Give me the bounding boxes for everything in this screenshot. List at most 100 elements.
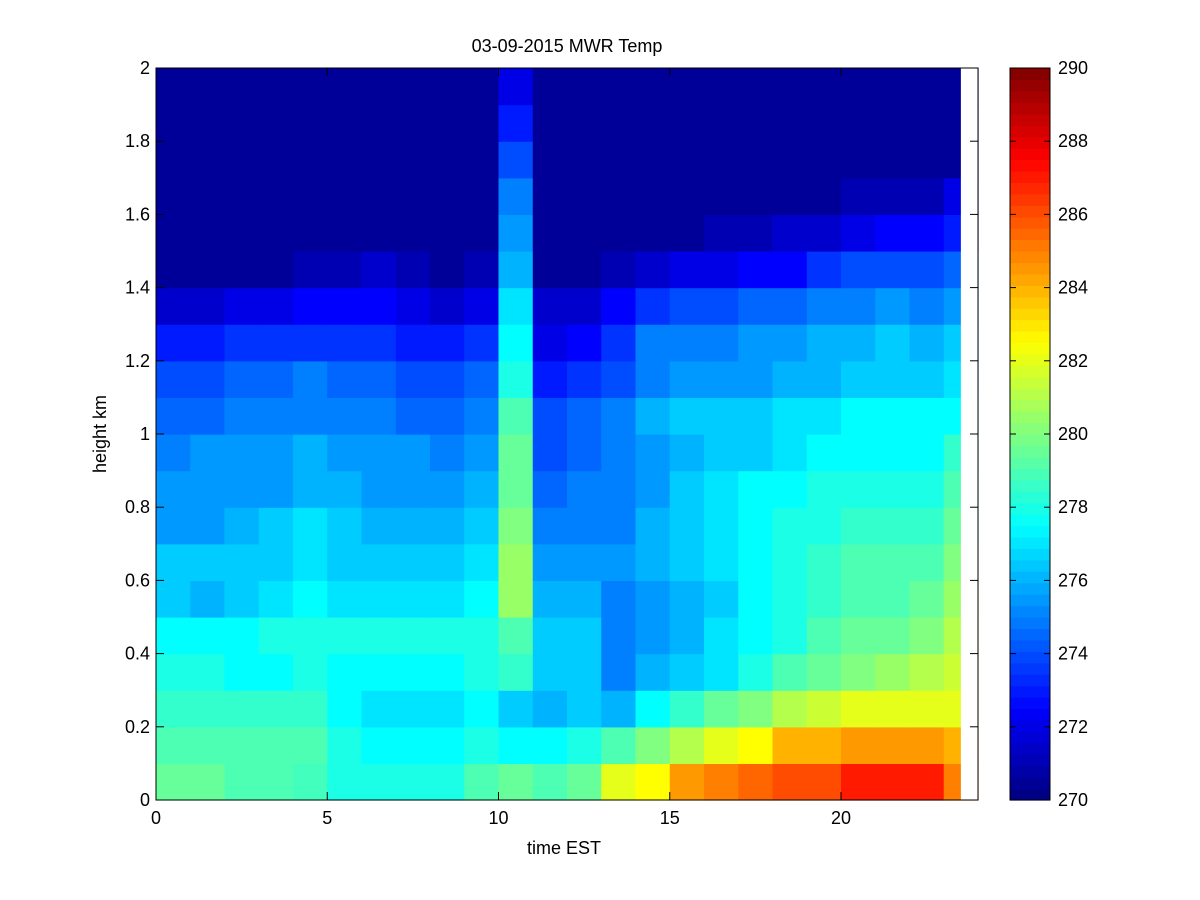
heatmap-cell — [430, 434, 465, 472]
heatmap-cell — [430, 580, 465, 618]
heatmap-cell — [258, 251, 294, 289]
colorbar-band — [1010, 411, 1050, 424]
heatmap-cell — [635, 324, 671, 362]
heatmap-cell — [635, 287, 671, 325]
heatmap-cell — [806, 507, 842, 545]
heatmap-cell — [841, 543, 876, 581]
heatmap-cell — [361, 68, 397, 106]
heatmap-cell — [909, 470, 945, 508]
heatmap-cell — [738, 214, 774, 252]
heatmap-cell — [704, 397, 739, 435]
heatmap-cell — [498, 617, 534, 655]
heatmap-cell — [567, 617, 602, 655]
heatmap-cell — [430, 726, 465, 764]
heatmap-cell — [395, 324, 431, 362]
heatmap-cell — [532, 397, 568, 435]
colorbar-band — [1010, 285, 1050, 298]
heatmap-cell — [806, 763, 842, 801]
heatmap-cell — [567, 214, 602, 252]
heatmap-cell — [738, 287, 774, 325]
heatmap-cell — [635, 543, 671, 581]
heatmap-cell — [669, 214, 705, 252]
heatmap-cell — [669, 141, 705, 179]
heatmap-cell — [669, 507, 705, 545]
heatmap-cell — [669, 68, 705, 106]
heatmap-cell — [224, 68, 260, 106]
heatmap-cell — [875, 507, 911, 545]
heatmap-cell — [190, 251, 226, 289]
heatmap-cell — [567, 397, 602, 435]
heatmap-cell — [909, 177, 945, 215]
colorbar-band — [1010, 536, 1050, 549]
heatmap-cell — [704, 470, 739, 508]
heatmap-cell — [361, 763, 397, 801]
heatmap-cell — [532, 287, 568, 325]
heatmap-cell — [327, 543, 363, 581]
colorbar-band — [1010, 456, 1050, 469]
colorbar-band — [1010, 239, 1050, 252]
heatmap-cell — [635, 104, 671, 142]
heatmap-cell — [806, 580, 842, 618]
heatmap-cell — [567, 580, 602, 618]
colorbar-band — [1010, 617, 1050, 630]
heatmap-cell — [498, 214, 534, 252]
x-tick-label: 5 — [322, 808, 332, 828]
colorbar-band — [1010, 708, 1050, 721]
colorbar-band — [1010, 319, 1050, 332]
heatmap-cell — [464, 543, 500, 581]
heatmap-cell — [464, 287, 500, 325]
heatmap-cell — [909, 653, 945, 691]
heatmap-cell — [190, 287, 226, 325]
heatmap-cell — [327, 470, 363, 508]
heatmap-cell — [841, 690, 876, 728]
heatmap-cell — [395, 214, 431, 252]
colorbar-band — [1010, 125, 1050, 138]
heatmap-cell — [258, 141, 294, 179]
heatmap-cell — [772, 543, 808, 581]
colorbar-band — [1010, 216, 1050, 229]
heatmap-cell — [567, 287, 602, 325]
heatmap-cell — [567, 507, 602, 545]
heatmap-cell — [258, 726, 294, 764]
colorbar-band — [1010, 365, 1050, 378]
heatmap-cell — [361, 104, 397, 142]
heatmap-cell — [704, 68, 739, 106]
heatmap-cell — [395, 543, 431, 581]
heatmap-cell — [224, 617, 260, 655]
heatmap-cell — [395, 141, 431, 179]
heatmap-cell — [841, 726, 876, 764]
empty-region — [960, 68, 978, 800]
heatmap-cell — [258, 543, 294, 581]
heatmap-cell — [806, 434, 842, 472]
heatmap-cell — [567, 177, 602, 215]
heatmap-cell — [190, 726, 226, 764]
y-tick-label: 1.8 — [125, 131, 150, 151]
heatmap-cell — [430, 763, 465, 801]
heatmap-cell — [567, 726, 602, 764]
heatmap-cell — [532, 141, 568, 179]
heatmap-cell — [327, 690, 363, 728]
heatmap-cell — [430, 251, 465, 289]
heatmap-cell — [156, 653, 191, 691]
heatmap-cell — [875, 690, 911, 728]
heatmap-cell — [258, 617, 294, 655]
heatmap-cell — [738, 507, 774, 545]
heatmap-cell — [772, 68, 808, 106]
colorbar-band — [1010, 571, 1050, 584]
heatmap-cell — [156, 580, 191, 618]
heatmap-cell — [669, 434, 705, 472]
heatmap-cell — [293, 470, 328, 508]
heatmap-cell — [361, 726, 397, 764]
heatmap-cell — [704, 690, 739, 728]
heatmap-cell — [635, 251, 671, 289]
heatmap-cell — [909, 543, 945, 581]
heatmap-cell — [258, 763, 294, 801]
heatmap-cell — [361, 617, 397, 655]
heatmap-cell — [601, 507, 637, 545]
colorbar-band — [1010, 376, 1050, 389]
y-tick-label: 0.2 — [125, 717, 150, 737]
heatmap-cell — [704, 617, 739, 655]
heatmap-cell — [738, 360, 774, 398]
heatmap-cell — [806, 251, 842, 289]
heatmap-cell — [224, 287, 260, 325]
